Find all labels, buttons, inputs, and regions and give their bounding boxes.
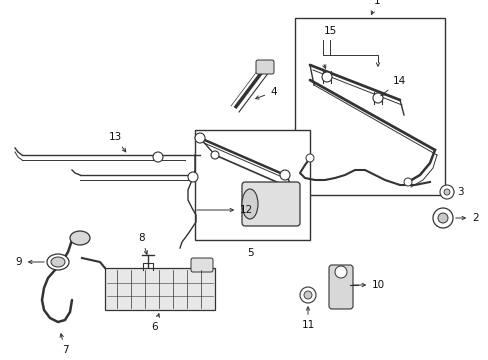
Text: 5: 5 — [246, 248, 253, 258]
Circle shape — [187, 172, 198, 182]
Circle shape — [334, 266, 346, 278]
Bar — [294, 18, 444, 195]
Circle shape — [439, 185, 453, 199]
Ellipse shape — [70, 231, 90, 245]
Circle shape — [299, 287, 315, 303]
Circle shape — [195, 133, 204, 143]
Circle shape — [153, 152, 163, 162]
Text: 9: 9 — [15, 257, 44, 267]
Text: 12: 12 — [196, 205, 253, 215]
Circle shape — [443, 189, 449, 195]
Text: 6: 6 — [151, 314, 159, 332]
Circle shape — [372, 93, 382, 103]
Ellipse shape — [51, 257, 65, 267]
Text: 2: 2 — [455, 213, 478, 223]
Bar — [195, 130, 309, 240]
Ellipse shape — [47, 254, 69, 270]
FancyBboxPatch shape — [191, 258, 213, 272]
Circle shape — [403, 178, 411, 186]
Text: 11: 11 — [301, 307, 314, 330]
Text: 14: 14 — [380, 76, 406, 96]
Text: 4: 4 — [255, 87, 276, 99]
Circle shape — [437, 213, 447, 223]
Circle shape — [432, 208, 452, 228]
Ellipse shape — [242, 189, 258, 219]
Bar — [105, 268, 215, 310]
Text: 13: 13 — [108, 132, 125, 152]
Text: 15: 15 — [323, 26, 336, 36]
Text: 8: 8 — [139, 233, 147, 254]
Text: 1: 1 — [370, 0, 380, 14]
Text: 10: 10 — [352, 280, 385, 290]
Circle shape — [280, 170, 289, 180]
Circle shape — [321, 72, 331, 82]
Text: 7: 7 — [60, 334, 68, 355]
Text: 3: 3 — [456, 187, 463, 197]
FancyBboxPatch shape — [256, 60, 273, 74]
FancyBboxPatch shape — [328, 265, 352, 309]
FancyBboxPatch shape — [242, 182, 299, 226]
Circle shape — [304, 291, 311, 299]
Circle shape — [210, 151, 219, 159]
Circle shape — [305, 154, 313, 162]
